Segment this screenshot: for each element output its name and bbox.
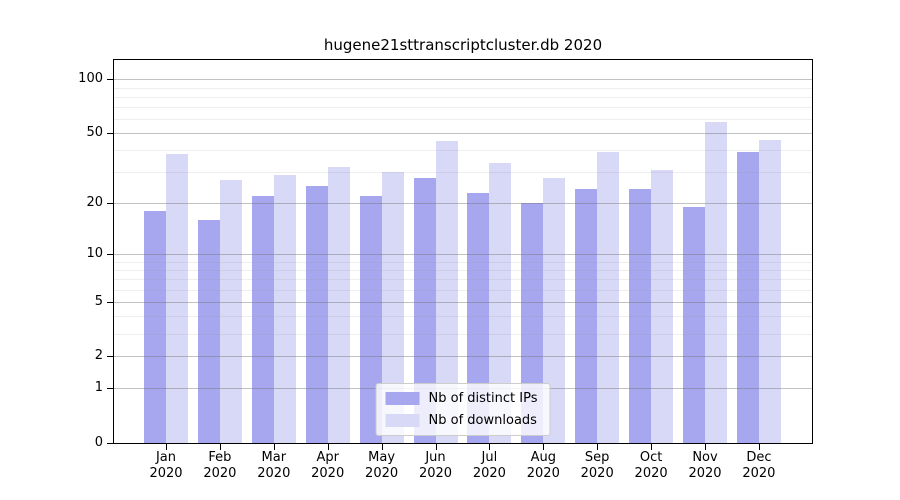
bar-downloads-jan — [166, 154, 188, 443]
gridline-40 — [114, 150, 812, 152]
y-tick-label-10: 10 — [86, 246, 103, 261]
bar-downloads-jul — [489, 162, 512, 443]
legend-item-downloads: Nb of downloads — [385, 413, 538, 428]
legend-label-distinct-ips: Nb of distinct IPs — [428, 391, 538, 406]
x-tick-label-apr: Apr 2020 — [311, 450, 345, 481]
x-tick-mark-oct — [651, 444, 653, 450]
bar-distinct-ips-feb — [197, 219, 220, 443]
x-tick-label-feb: Feb 2020 — [203, 450, 237, 481]
bar-downloads-nov — [705, 121, 727, 443]
x-tick-label-jan: Jan 2020 — [149, 450, 183, 481]
x-tick-mark-nov — [705, 444, 706, 450]
x-tick-label-sep: Sep 2020 — [580, 450, 614, 481]
gridline-5 — [114, 301, 812, 303]
x-tick-mark-feb — [219, 444, 221, 450]
gridline-70 — [114, 107, 812, 109]
bar-distinct-ips-jul — [467, 192, 490, 443]
bar-downloads-mar — [273, 175, 296, 443]
y-tick-mark-20 — [107, 203, 113, 205]
x-tick-mark-jun — [435, 444, 437, 450]
bar-distinct-ips-dec — [736, 152, 759, 443]
y-tick-mark-10 — [107, 254, 113, 255]
legend-item-distinct-ips: Nb of distinct IPs — [385, 391, 538, 406]
x-tick-label-jul: Jul 2020 — [472, 450, 506, 481]
gridline-4 — [114, 316, 812, 318]
gridline-6 — [114, 289, 812, 291]
bar-distinct-ips-apr — [305, 186, 328, 443]
x-tick-label-dec: Dec 2020 — [742, 450, 776, 481]
x-tick-label-jun: Jun 2020 — [418, 450, 453, 481]
gridline-90 — [114, 87, 812, 89]
bar-downloads-apr — [327, 167, 350, 443]
bar-downloads-sep — [597, 152, 620, 443]
y-tick-label-100: 100 — [78, 71, 103, 87]
y-tick-mark-0 — [107, 443, 113, 444]
bar-distinct-ips-nov — [683, 206, 705, 443]
gridline-100 — [114, 79, 812, 81]
gridline-2 — [114, 356, 812, 358]
gridline-10 — [114, 254, 812, 255]
y-tick-label-20: 20 — [86, 195, 103, 211]
y-tick-mark-1 — [107, 388, 113, 390]
x-tick-label-mar: Mar 2020 — [257, 450, 291, 481]
gridline-8 — [114, 269, 812, 271]
x-tick-mark-jan — [166, 444, 167, 450]
gridline-80 — [114, 96, 812, 98]
x-tick-mark-jul — [489, 444, 491, 450]
gridline-3 — [114, 333, 812, 335]
x-tick-label-nov: Nov 2020 — [688, 450, 722, 481]
gridline-20 — [114, 203, 812, 205]
x-tick-mark-apr — [327, 444, 329, 450]
bar-downloads-dec — [758, 139, 781, 443]
grid-layer — [114, 60, 812, 443]
bar-distinct-ips-oct — [629, 189, 652, 443]
bar-downloads-jun — [435, 141, 458, 443]
bar-distinct-ips-jan — [144, 210, 166, 443]
y-tick-mark-100 — [107, 79, 113, 81]
legend-swatch-downloads — [385, 414, 420, 427]
x-tick-mark-may — [381, 444, 383, 450]
y-tick-mark-5 — [107, 301, 113, 303]
legend-label-downloads: Nb of downloads — [428, 413, 537, 428]
bar-distinct-ips-may — [359, 195, 382, 443]
bar-downloads-may — [381, 172, 404, 443]
x-tick-mark-sep — [597, 444, 599, 450]
plot-area: Nb of distinct IPs Nb of downloads — [113, 59, 813, 444]
x-tick-mark-dec — [758, 444, 760, 450]
legend-swatch-distinct-ips — [385, 392, 420, 405]
y-tick-mark-50 — [107, 133, 113, 135]
chart-title: hugene21sttranscriptcluster.db 2020 — [323, 36, 603, 54]
y-tick-label-1: 1 — [94, 380, 103, 396]
y-tick-label-5: 5 — [94, 293, 103, 309]
bar-distinct-ips-sep — [575, 189, 598, 443]
bars-layer — [114, 60, 812, 443]
x-tick-label-oct: Oct 2020 — [634, 450, 668, 481]
legend: Nb of distinct IPs Nb of downloads — [375, 383, 551, 436]
gridline-9 — [114, 261, 812, 263]
x-tick-label-aug: Aug 2020 — [526, 450, 560, 481]
y-tick-mark-2 — [107, 356, 113, 358]
gridline-7 — [114, 279, 812, 281]
gridline-50 — [114, 133, 812, 135]
bar-downloads-feb — [219, 180, 242, 443]
bar-downloads-oct — [651, 169, 674, 443]
bar-downloads-aug — [543, 177, 566, 443]
x-tick-mark-aug — [543, 444, 545, 450]
gridline-60 — [114, 119, 812, 120]
x-tick-label-may: May 2020 — [365, 450, 399, 481]
bar-distinct-ips-mar — [251, 195, 274, 443]
y-tick-label-2: 2 — [94, 348, 103, 364]
bar-distinct-ips-jun — [413, 177, 436, 443]
y-tick-label-50: 50 — [86, 125, 103, 141]
x-tick-mark-mar — [273, 444, 275, 450]
y-tick-label-0: 0 — [94, 435, 103, 450]
gridline-30 — [114, 172, 812, 174]
